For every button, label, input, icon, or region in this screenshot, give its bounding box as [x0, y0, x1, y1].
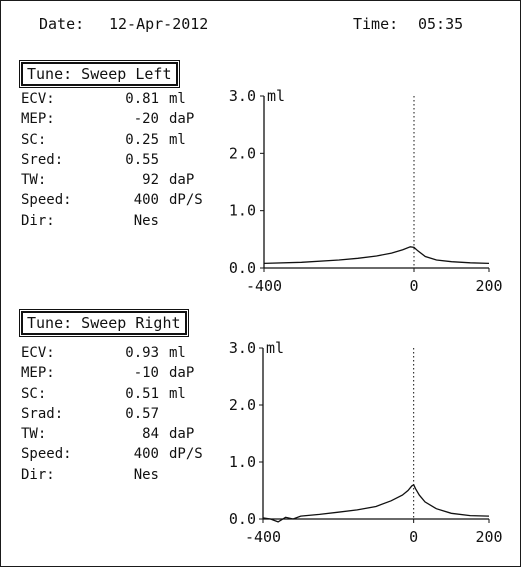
metric-unit: daP [169, 172, 195, 189]
metric-label: Sred: [21, 151, 64, 168]
x-tick-label: 0 [409, 528, 418, 546]
x-tick-label: 0 [409, 277, 418, 295]
time-value: 05:35 [418, 15, 464, 33]
y-axis-unit-label: ml [267, 87, 285, 105]
metric-value: Nes [133, 466, 159, 483]
date-value: 12-Apr-2012 [109, 15, 209, 33]
metric-label: MEP: [21, 111, 55, 128]
metric-value: 0.93 [125, 345, 159, 361]
metric-unit: daP [169, 426, 195, 443]
metric-value: 0.57 [125, 405, 159, 422]
metric-unit: ml [169, 345, 186, 361]
metric-label: TW: [21, 426, 47, 443]
metric-value: 400 [133, 446, 159, 463]
metric-label: Dir: [21, 466, 55, 483]
metric-value: Nes [133, 212, 159, 229]
metric-label: Dir: [21, 212, 55, 229]
panel-right-title: Tune: Sweep Right [19, 309, 189, 337]
y-tick-label: 1.0 [229, 453, 256, 471]
metric-value: 0.81 [125, 91, 159, 107]
y-tick-label: 2.0 [229, 396, 256, 414]
metric-unit: daP [169, 111, 195, 128]
metric-value: -20 [133, 111, 159, 128]
metric-value: 0.25 [125, 131, 159, 148]
panel-left-title: Tune: Sweep Left [19, 60, 180, 88]
metric-label: Speed: [21, 446, 72, 463]
metric-unit: ml [169, 91, 186, 107]
metric-label: SC: [21, 131, 47, 148]
y-tick-label: 3.0 [229, 87, 256, 105]
time-label: Time: [353, 15, 399, 33]
y-tick-label: 3.0 [229, 339, 256, 357]
metric-label: MEP: [21, 365, 55, 382]
metric-unit: dP/S [169, 446, 203, 463]
y-tick-label: 0.0 [229, 259, 256, 277]
metric-value: 400 [133, 192, 159, 209]
metric-label: TW: [21, 172, 47, 189]
x-tick-label: -400 [245, 528, 281, 546]
metric-unit: ml [169, 385, 186, 402]
x-tick-label: -400 [246, 277, 282, 295]
metric-label: Speed: [21, 192, 72, 209]
y-tick-label: 1.0 [229, 202, 256, 220]
compliance-curve [262, 483, 490, 523]
metric-label: ECV: [21, 91, 55, 107]
y-tick-label: 0.0 [229, 510, 256, 528]
metric-unit: dP/S [169, 192, 203, 209]
x-tick-label: 200 [475, 277, 502, 295]
y-tick-label: 2.0 [229, 144, 256, 162]
metric-label: Srad: [21, 405, 64, 422]
metric-value: -10 [133, 365, 159, 382]
x-tick-label: 200 [475, 528, 502, 546]
metric-unit: daP [169, 365, 195, 382]
metric-value: 84 [142, 426, 159, 443]
metric-value: 0.51 [125, 385, 159, 402]
metric-unit: ml [169, 131, 186, 148]
compliance-curve [263, 246, 490, 265]
metric-value: 0.55 [125, 151, 159, 168]
metric-value: 92 [142, 172, 159, 189]
y-axis-unit-label: ml [266, 339, 284, 357]
date-label: Date: [39, 15, 85, 33]
metric-label: ECV: [21, 345, 55, 361]
metric-label: SC: [21, 385, 47, 402]
